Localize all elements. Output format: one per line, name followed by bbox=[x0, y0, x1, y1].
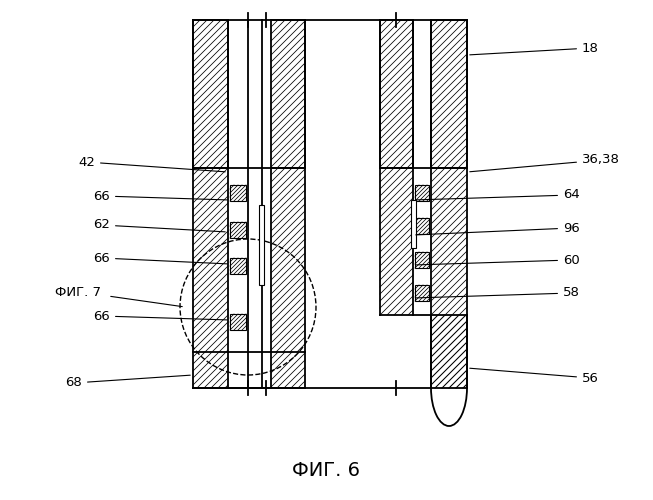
Text: 66: 66 bbox=[93, 252, 227, 264]
Text: 62: 62 bbox=[93, 218, 225, 232]
Bar bbox=[230, 185, 246, 201]
Bar bbox=[415, 252, 429, 268]
Text: 60: 60 bbox=[416, 254, 580, 266]
Bar bbox=[259, 205, 264, 285]
Text: 96: 96 bbox=[416, 222, 580, 235]
Text: 64: 64 bbox=[416, 188, 580, 202]
Bar bbox=[415, 185, 429, 201]
Text: 56: 56 bbox=[470, 368, 599, 384]
Bar bbox=[415, 218, 429, 234]
Bar bbox=[230, 258, 246, 274]
Bar bbox=[230, 314, 246, 330]
Bar bbox=[411, 200, 416, 248]
Text: ФИГ. 7: ФИГ. 7 bbox=[55, 286, 101, 298]
Text: ФИГ. 6: ФИГ. 6 bbox=[293, 460, 360, 479]
Bar bbox=[193, 20, 228, 168]
Text: 66: 66 bbox=[93, 310, 227, 322]
Bar bbox=[431, 20, 467, 168]
Text: 58: 58 bbox=[416, 286, 580, 300]
Text: 68: 68 bbox=[65, 375, 190, 390]
Text: 66: 66 bbox=[93, 190, 227, 202]
Text: 36,38: 36,38 bbox=[470, 154, 620, 172]
Bar bbox=[415, 285, 429, 301]
Bar bbox=[380, 20, 413, 168]
Text: 18: 18 bbox=[470, 42, 599, 55]
Bar bbox=[230, 222, 246, 238]
Bar bbox=[271, 20, 305, 168]
Text: 42: 42 bbox=[78, 156, 225, 172]
